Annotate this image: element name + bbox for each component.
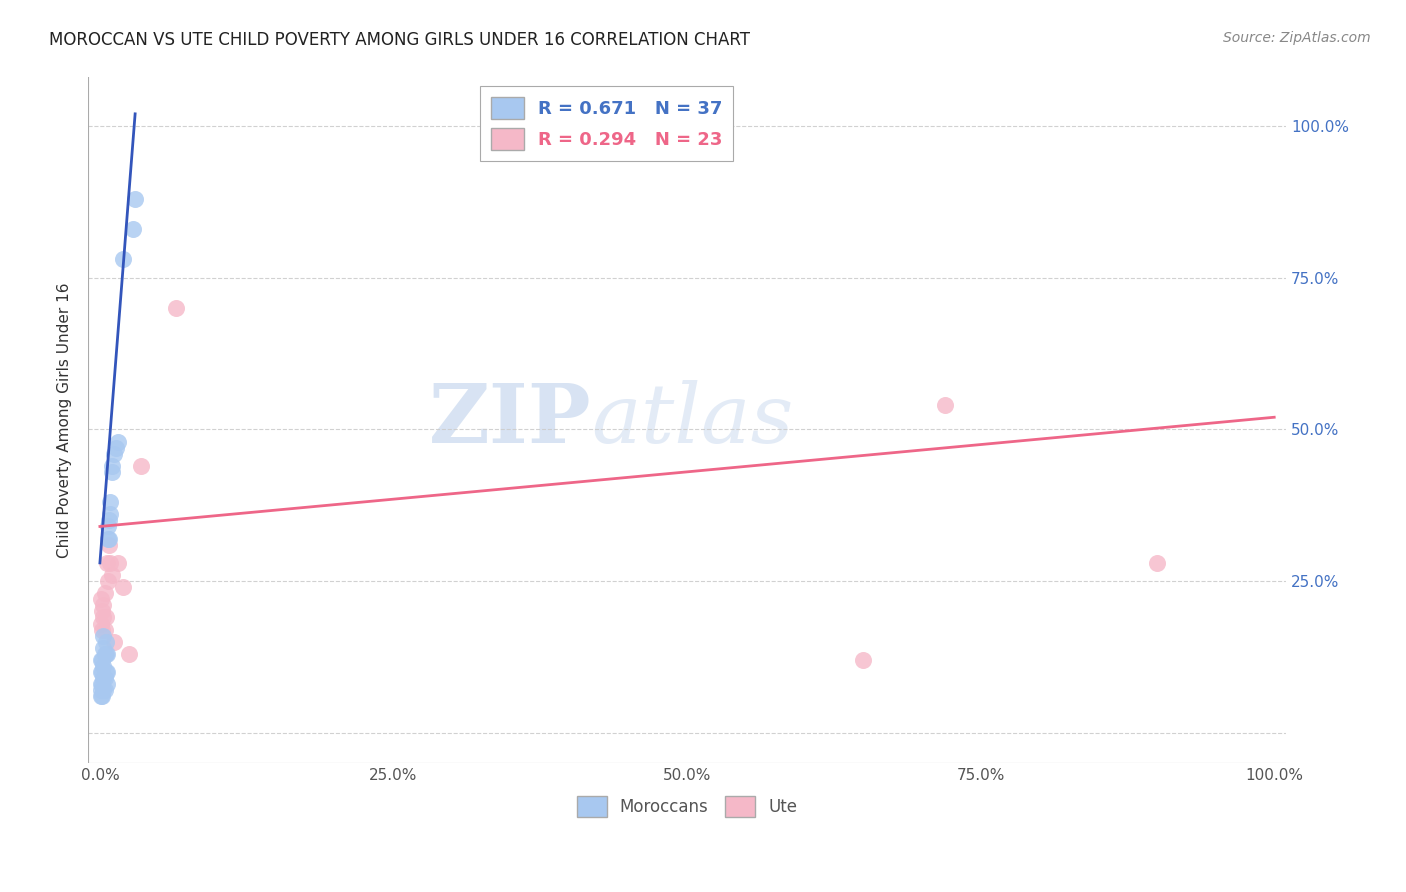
Point	[93, 586, 115, 600]
Point	[90, 616, 112, 631]
Point	[90, 592, 112, 607]
Point	[93, 623, 115, 637]
Point	[100, 495, 122, 509]
Point	[91, 653, 114, 667]
Point	[91, 677, 114, 691]
Point	[100, 556, 122, 570]
Legend: Moroccans, Ute: Moroccans, Ute	[569, 789, 804, 823]
Y-axis label: Child Poverty Among Girls Under 16: Child Poverty Among Girls Under 16	[58, 283, 72, 558]
Point	[103, 447, 125, 461]
Point	[98, 538, 121, 552]
Point	[934, 398, 956, 412]
Point	[852, 653, 875, 667]
Point	[91, 623, 114, 637]
Point	[93, 610, 115, 624]
Point	[93, 629, 115, 643]
Point	[121, 222, 143, 236]
Point	[112, 580, 135, 594]
Text: atlas: atlas	[592, 380, 793, 460]
Point	[124, 192, 146, 206]
Point	[96, 665, 118, 679]
Point	[98, 513, 121, 527]
Point	[96, 647, 118, 661]
Point	[103, 634, 125, 648]
Point	[91, 665, 114, 679]
Point	[96, 556, 118, 570]
Point	[97, 574, 120, 588]
Point	[97, 532, 120, 546]
Point	[93, 647, 115, 661]
Point	[118, 647, 141, 661]
Point	[105, 441, 128, 455]
Point	[94, 610, 117, 624]
Point	[100, 458, 122, 473]
Point	[96, 677, 118, 691]
Point	[93, 599, 115, 613]
Point	[94, 665, 117, 679]
Point	[165, 301, 187, 315]
Point	[90, 665, 112, 679]
Point	[107, 434, 129, 449]
Point	[90, 683, 112, 698]
Point	[93, 640, 115, 655]
Point	[94, 634, 117, 648]
Point	[93, 683, 115, 698]
Point	[129, 458, 152, 473]
Point	[93, 683, 115, 698]
Point	[93, 659, 115, 673]
Text: ZIP: ZIP	[429, 380, 592, 460]
Point	[1146, 556, 1168, 570]
Point	[107, 556, 129, 570]
Point	[98, 532, 121, 546]
Point	[97, 519, 120, 533]
Point	[91, 690, 114, 704]
Point	[90, 653, 112, 667]
Point	[100, 568, 122, 582]
Point	[94, 647, 117, 661]
Text: MOROCCAN VS UTE CHILD POVERTY AMONG GIRLS UNDER 16 CORRELATION CHART: MOROCCAN VS UTE CHILD POVERTY AMONG GIRL…	[49, 31, 751, 49]
Point	[112, 252, 135, 267]
Point	[100, 508, 122, 522]
Text: Source: ZipAtlas.com: Source: ZipAtlas.com	[1223, 31, 1371, 45]
Point	[91, 604, 114, 618]
Point	[90, 677, 112, 691]
Point	[93, 671, 115, 685]
Point	[100, 465, 122, 479]
Point	[90, 690, 112, 704]
Point	[93, 671, 115, 685]
